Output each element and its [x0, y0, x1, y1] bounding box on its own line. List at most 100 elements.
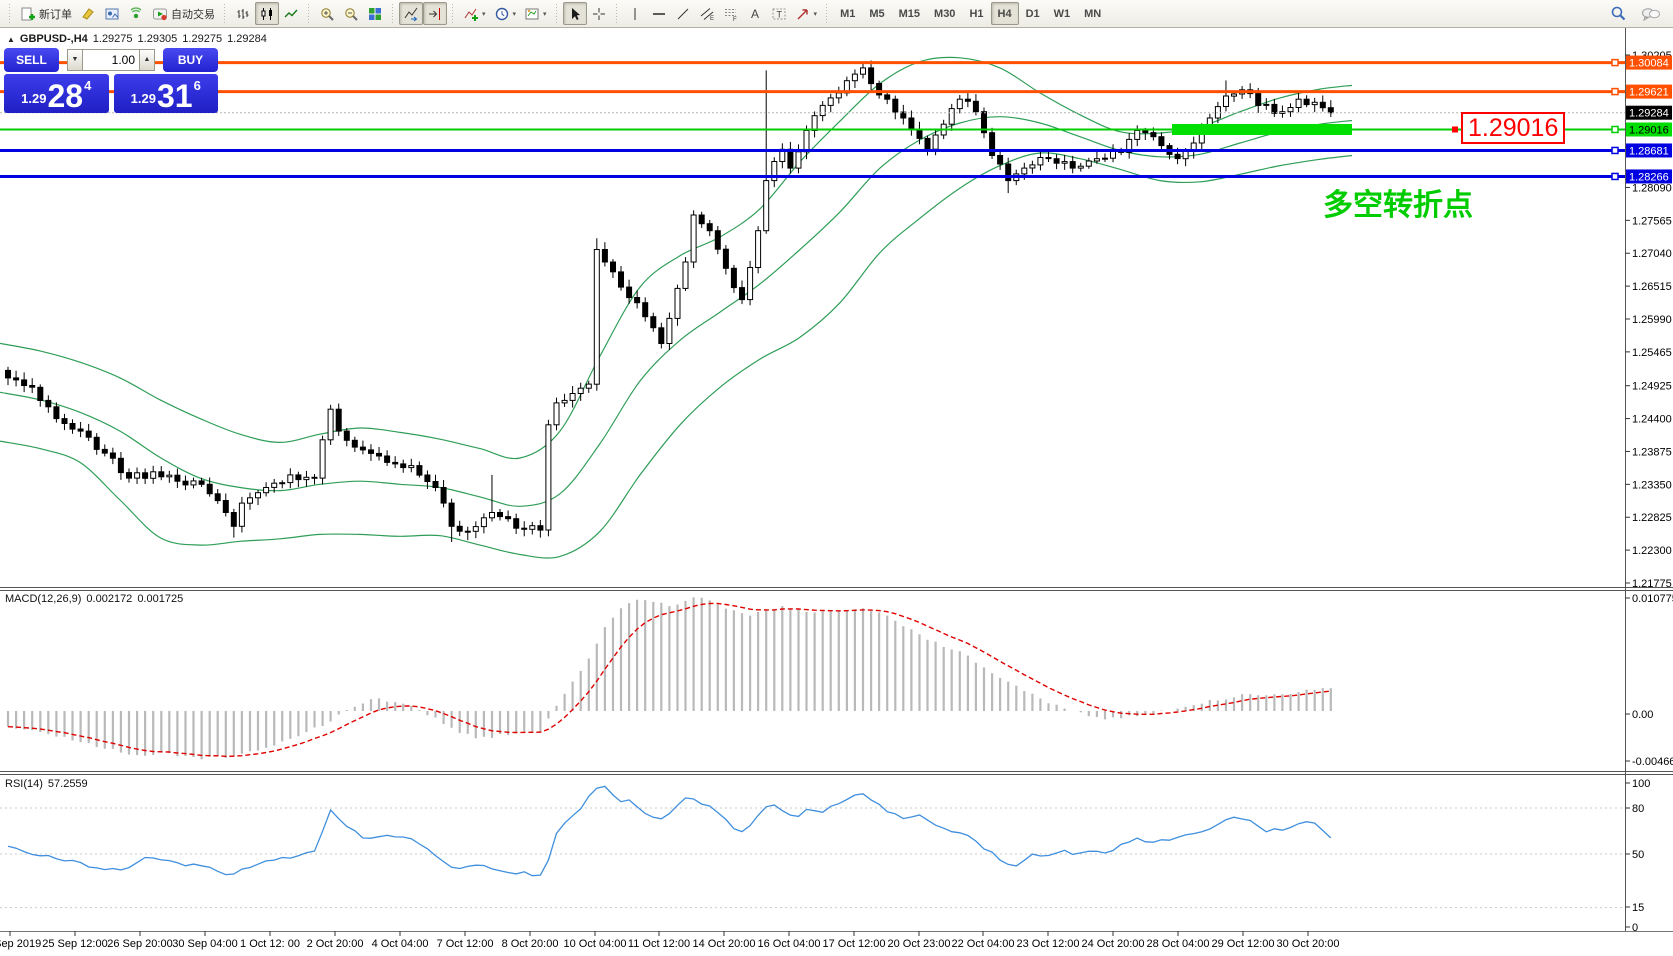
dropdown-arrow-icon: ▾: [512, 10, 517, 18]
dropdown-arrow-icon: ▾: [813, 10, 818, 18]
candlestick-chart-button[interactable]: [255, 2, 279, 25]
timeframe-D1[interactable]: D1: [1025, 7, 1040, 20]
hline-anchor[interactable]: [1611, 172, 1619, 181]
svg-text:T: T: [776, 9, 782, 19]
buy-price-button[interactable]: 1.29 31 6: [113, 74, 218, 114]
sell-price-button[interactable]: 1.29 28 4: [4, 74, 109, 113]
symbol-label: GBPUSD-,H4: [19, 33, 88, 45]
profile-chart-button[interactable]: [100, 2, 124, 25]
highlighter-button[interactable]: [76, 2, 100, 25]
date-tick-label: 2 Oct 20:00: [307, 938, 364, 950]
new-order-button[interactable]: 新订单: [16, 2, 76, 25]
sell-button[interactable]: SELL: [4, 47, 59, 72]
green-highlight-bar[interactable]: [1172, 123, 1352, 135]
macd-signal-line: [7, 602, 1331, 758]
timeframe-M30[interactable]: M30: [934, 7, 956, 20]
zoom-in-icon: [321, 7, 334, 21]
timeframe-H4[interactable]: H4: [990, 2, 1019, 25]
price-callout-box[interactable]: 1.29016: [1461, 112, 1566, 144]
hline-anchor[interactable]: [1611, 87, 1619, 96]
signal-button[interactable]: [124, 2, 148, 25]
rsi-value: 57.2559: [47, 778, 88, 790]
date-tick-label: 14 Oct 20:00: [693, 938, 756, 950]
line-chart-button[interactable]: [279, 2, 303, 25]
collapse-panel-icon[interactable]: ▲: [7, 34, 15, 44]
toolbar-grip[interactable]: [222, 3, 228, 24]
date-tick-label: 28 Oct 04:00: [1147, 938, 1210, 950]
fibonacci-icon: F: [724, 8, 737, 22]
cursor-button[interactable]: [562, 2, 587, 25]
chart-shift-button[interactable]: [423, 2, 447, 25]
channel-tool[interactable]: E: [695, 2, 719, 25]
price-tick-label: 1.27565: [1632, 215, 1672, 227]
price-badge: [1626, 84, 1672, 99]
line-chart-icon: [284, 9, 298, 17]
templates-button[interactable]: ▾: [520, 2, 551, 25]
buy-price-big: 31: [156, 77, 193, 114]
toolbar-grip[interactable]: [613, 3, 620, 24]
svg-text:E: E: [710, 16, 714, 22]
rsi-axis-label: 15: [1632, 902, 1644, 914]
trendline-icon: [677, 8, 688, 19]
timeframe-M15[interactable]: M15: [898, 7, 921, 20]
vertical-line-tool[interactable]: [623, 2, 647, 25]
toolbar-grip[interactable]: [7, 3, 13, 24]
timeframe-W1[interactable]: W1: [1053, 7, 1071, 20]
periods-button[interactable]: ▾: [490, 2, 521, 25]
crosshair-button[interactable]: [587, 2, 611, 25]
buy-price-pip: 6: [193, 78, 201, 93]
search-button[interactable]: [1606, 2, 1631, 25]
price-tick-label: 1.24400: [1632, 414, 1672, 426]
speech-bubbles-icon: [1642, 7, 1660, 21]
timeframe-M5[interactable]: M5: [869, 7, 885, 20]
annotation-text[interactable]: 多空转折点: [1323, 189, 1473, 222]
date-tick-label: 30 Oct 20:00: [1277, 938, 1340, 950]
timeframe-H1[interactable]: H1: [969, 7, 984, 20]
toolbar-grip[interactable]: [306, 3, 312, 24]
zoom-in-button[interactable]: [315, 2, 339, 25]
callout-anchor[interactable]: [1452, 126, 1458, 133]
toolbar-grip[interactable]: [450, 3, 456, 24]
auto-scroll-button[interactable]: [399, 2, 423, 25]
date-tick-label: 17 Oct 12:00: [823, 938, 886, 950]
tile-windows-button[interactable]: [363, 2, 387, 25]
date-tick-label: 22 Oct 04:00: [952, 938, 1015, 950]
text-label-tool[interactable]: T: [767, 2, 791, 25]
zoom-out-button[interactable]: [339, 2, 363, 25]
hline-anchor[interactable]: [1611, 146, 1619, 155]
text-tool[interactable]: A: [743, 2, 767, 25]
volume-increase-button[interactable]: ▲: [139, 48, 155, 71]
cursor-icon: [571, 7, 580, 20]
equidistant-channel-icon: E: [700, 7, 714, 22]
horizontal-line-tool[interactable]: [647, 2, 671, 25]
timeframe-M1[interactable]: M1: [840, 7, 856, 20]
price-tick-label: 1.22825: [1632, 512, 1672, 524]
timeframe-buttons: M1 M5 M15 M30 H1 H4 D1 W1 MN: [833, 2, 1108, 25]
date-tick-label: 4 Oct 04:00: [372, 938, 429, 950]
price-tick-label: 1.28090: [1632, 182, 1672, 194]
arrows-tool[interactable]: ▾: [791, 2, 822, 25]
date-tick-label: 11 Oct 12:00: [628, 938, 690, 950]
bar-chart-button[interactable]: [231, 2, 255, 25]
profile-chart-icon: [105, 8, 119, 19]
community-chat-button[interactable]: [1637, 2, 1665, 25]
autotrading-button[interactable]: 自动交易: [148, 2, 219, 25]
fibonacci-tool[interactable]: F: [719, 2, 743, 25]
timeframe-MN[interactable]: MN: [1084, 7, 1102, 20]
toolbar-grip[interactable]: [390, 3, 396, 24]
date-tick-label: 26 Sep 20:00: [107, 938, 172, 950]
bollinger-upper: [0, 56, 1353, 460]
buy-button[interactable]: BUY: [163, 47, 218, 72]
toolbar-grip[interactable]: [553, 3, 560, 24]
hline-anchor[interactable]: [1611, 125, 1619, 134]
hline-anchor[interactable]: [1611, 58, 1619, 67]
volume-input[interactable]: [83, 48, 139, 71]
price-badge-label: 1.28266: [1629, 171, 1669, 183]
volume-decrease-button[interactable]: ▼: [67, 48, 83, 71]
trendline-tool[interactable]: [671, 2, 695, 25]
indicators-button[interactable]: ▾: [459, 2, 490, 25]
price-chart-canvas[interactable]: 1.302051.280901.275651.270401.265151.259…: [0, 28, 1673, 956]
toolbar-grip[interactable]: [824, 3, 831, 24]
svg-text:A: A: [751, 7, 759, 21]
price-tick-label: 1.25990: [1632, 314, 1672, 326]
